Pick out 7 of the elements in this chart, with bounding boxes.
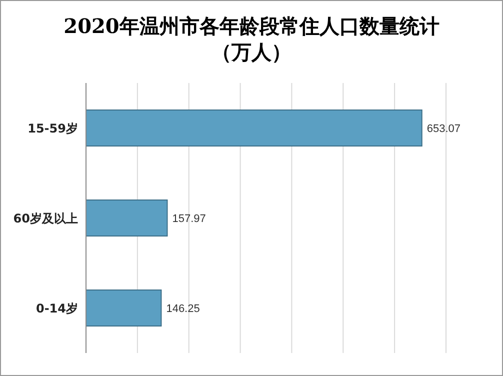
chart-title: 2020年温州市各年龄段常住人口数量统计（万人）	[62, 13, 440, 65]
data-label: 146.25	[166, 302, 200, 315]
data-label: 653.07	[426, 122, 461, 135]
y-tick-label: 60岁及以上	[13, 211, 78, 226]
data-label: 157.97	[172, 212, 206, 225]
y-tick-label: 15-59岁	[28, 121, 78, 136]
y-tick-label: 0-14岁	[36, 301, 78, 316]
